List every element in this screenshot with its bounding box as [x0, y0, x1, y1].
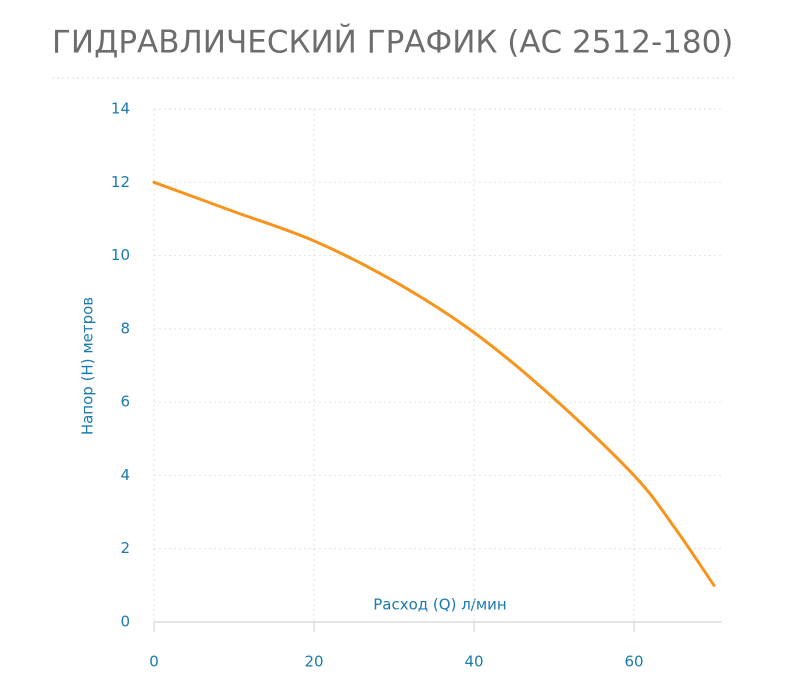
y-tick-label: 8: [120, 319, 130, 337]
x-tick-label: 20: [304, 653, 323, 671]
x-tick-label: 0: [149, 653, 159, 671]
y-tick-label: 12: [111, 173, 130, 191]
y-tick-label: 2: [120, 539, 130, 557]
x-axis-label: Расход (Q) л/мин: [373, 596, 506, 614]
chart-title: ГИДРАВЛИЧЕСКИЙ ГРАФИК (АС 2512-180): [52, 25, 733, 61]
y-tick-label: 4: [120, 466, 130, 484]
x-tick-label: 60: [624, 653, 643, 671]
y-tick-label: 10: [111, 246, 130, 264]
line: [152, 180, 716, 587]
y-tick-label: 0: [120, 613, 130, 631]
x-tick-label: 40: [464, 653, 483, 671]
y-tick-label: 6: [120, 393, 130, 411]
y-axis-label: Напор (H) метров: [79, 297, 97, 435]
y-tick-label: 14: [111, 100, 130, 118]
